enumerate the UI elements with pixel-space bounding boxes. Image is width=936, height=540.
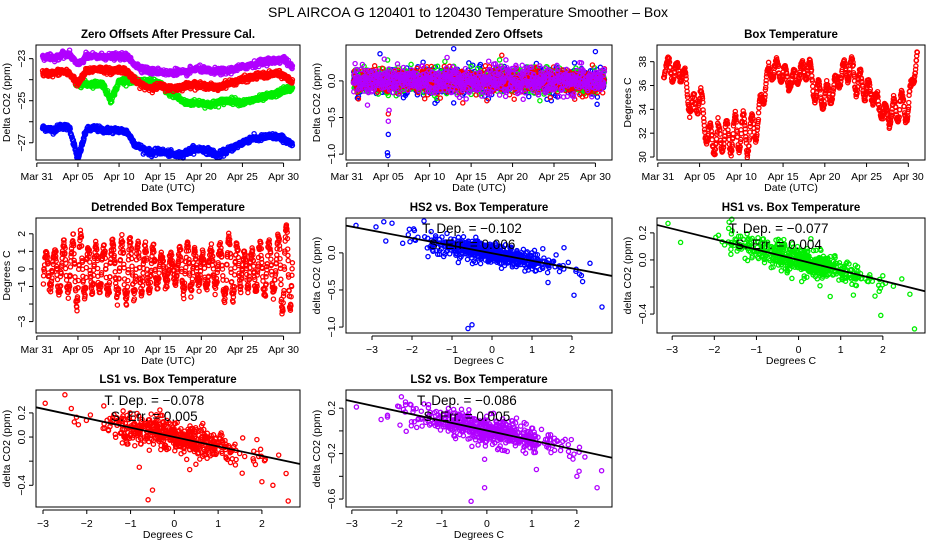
panel-title: Detrended Zero Offsets [415, 29, 543, 41]
panel-title: Zero Offsets After Pressure Cal. [81, 29, 255, 41]
point-hs1 [102, 83, 108, 90]
y-tick-label: −23 [16, 50, 28, 68]
y-tick-label: −27 [16, 134, 28, 152]
point-hs1 [111, 92, 118, 98]
point-hs2-outlier [594, 101, 600, 108]
point-hs2 [289, 142, 296, 149]
data-marks [39, 47, 296, 161]
point-hs2-outlier [377, 51, 383, 57]
point-hs1 [215, 104, 222, 110]
x-axis-label: Date (UTC) [141, 182, 195, 194]
point-hs2-outlier [592, 48, 599, 55]
point-hs2 [526, 93, 532, 100]
point-hs2-outlier [385, 131, 392, 138]
data-marks [350, 45, 608, 159]
point-hs1 [408, 61, 414, 68]
x-tick-label: Apr 10 [104, 171, 135, 183]
x-tick-label: Apr 30 [268, 171, 299, 183]
x-tick-label: Apr 05 [62, 171, 93, 183]
point-hs2-outlier [450, 100, 457, 106]
point-hs2-outlier [385, 152, 391, 159]
point-hs2 [594, 94, 601, 100]
point-hs1-outlier [537, 97, 543, 104]
x-tick-label: Mar 31 [20, 171, 53, 183]
point-hs2 [69, 134, 75, 140]
point-hs1 [496, 57, 503, 63]
y-tick-label: −25 [16, 92, 28, 110]
point-hs2-outlier [450, 45, 457, 52]
point-hs2 [190, 151, 197, 157]
point-hs2 [289, 140, 295, 146]
point-hs2 [571, 60, 578, 66]
panel-0: Zero Offsets After Pressure Cal. Mar 31 Ap… [1, 29, 301, 194]
x-tick-label: Apr 25 [227, 171, 258, 183]
page-title: SPL AIRCOA G 120401 to 120430 Temperatur… [268, 4, 668, 20]
y-axis-label: Delta CO2 (ppm) [1, 63, 13, 142]
